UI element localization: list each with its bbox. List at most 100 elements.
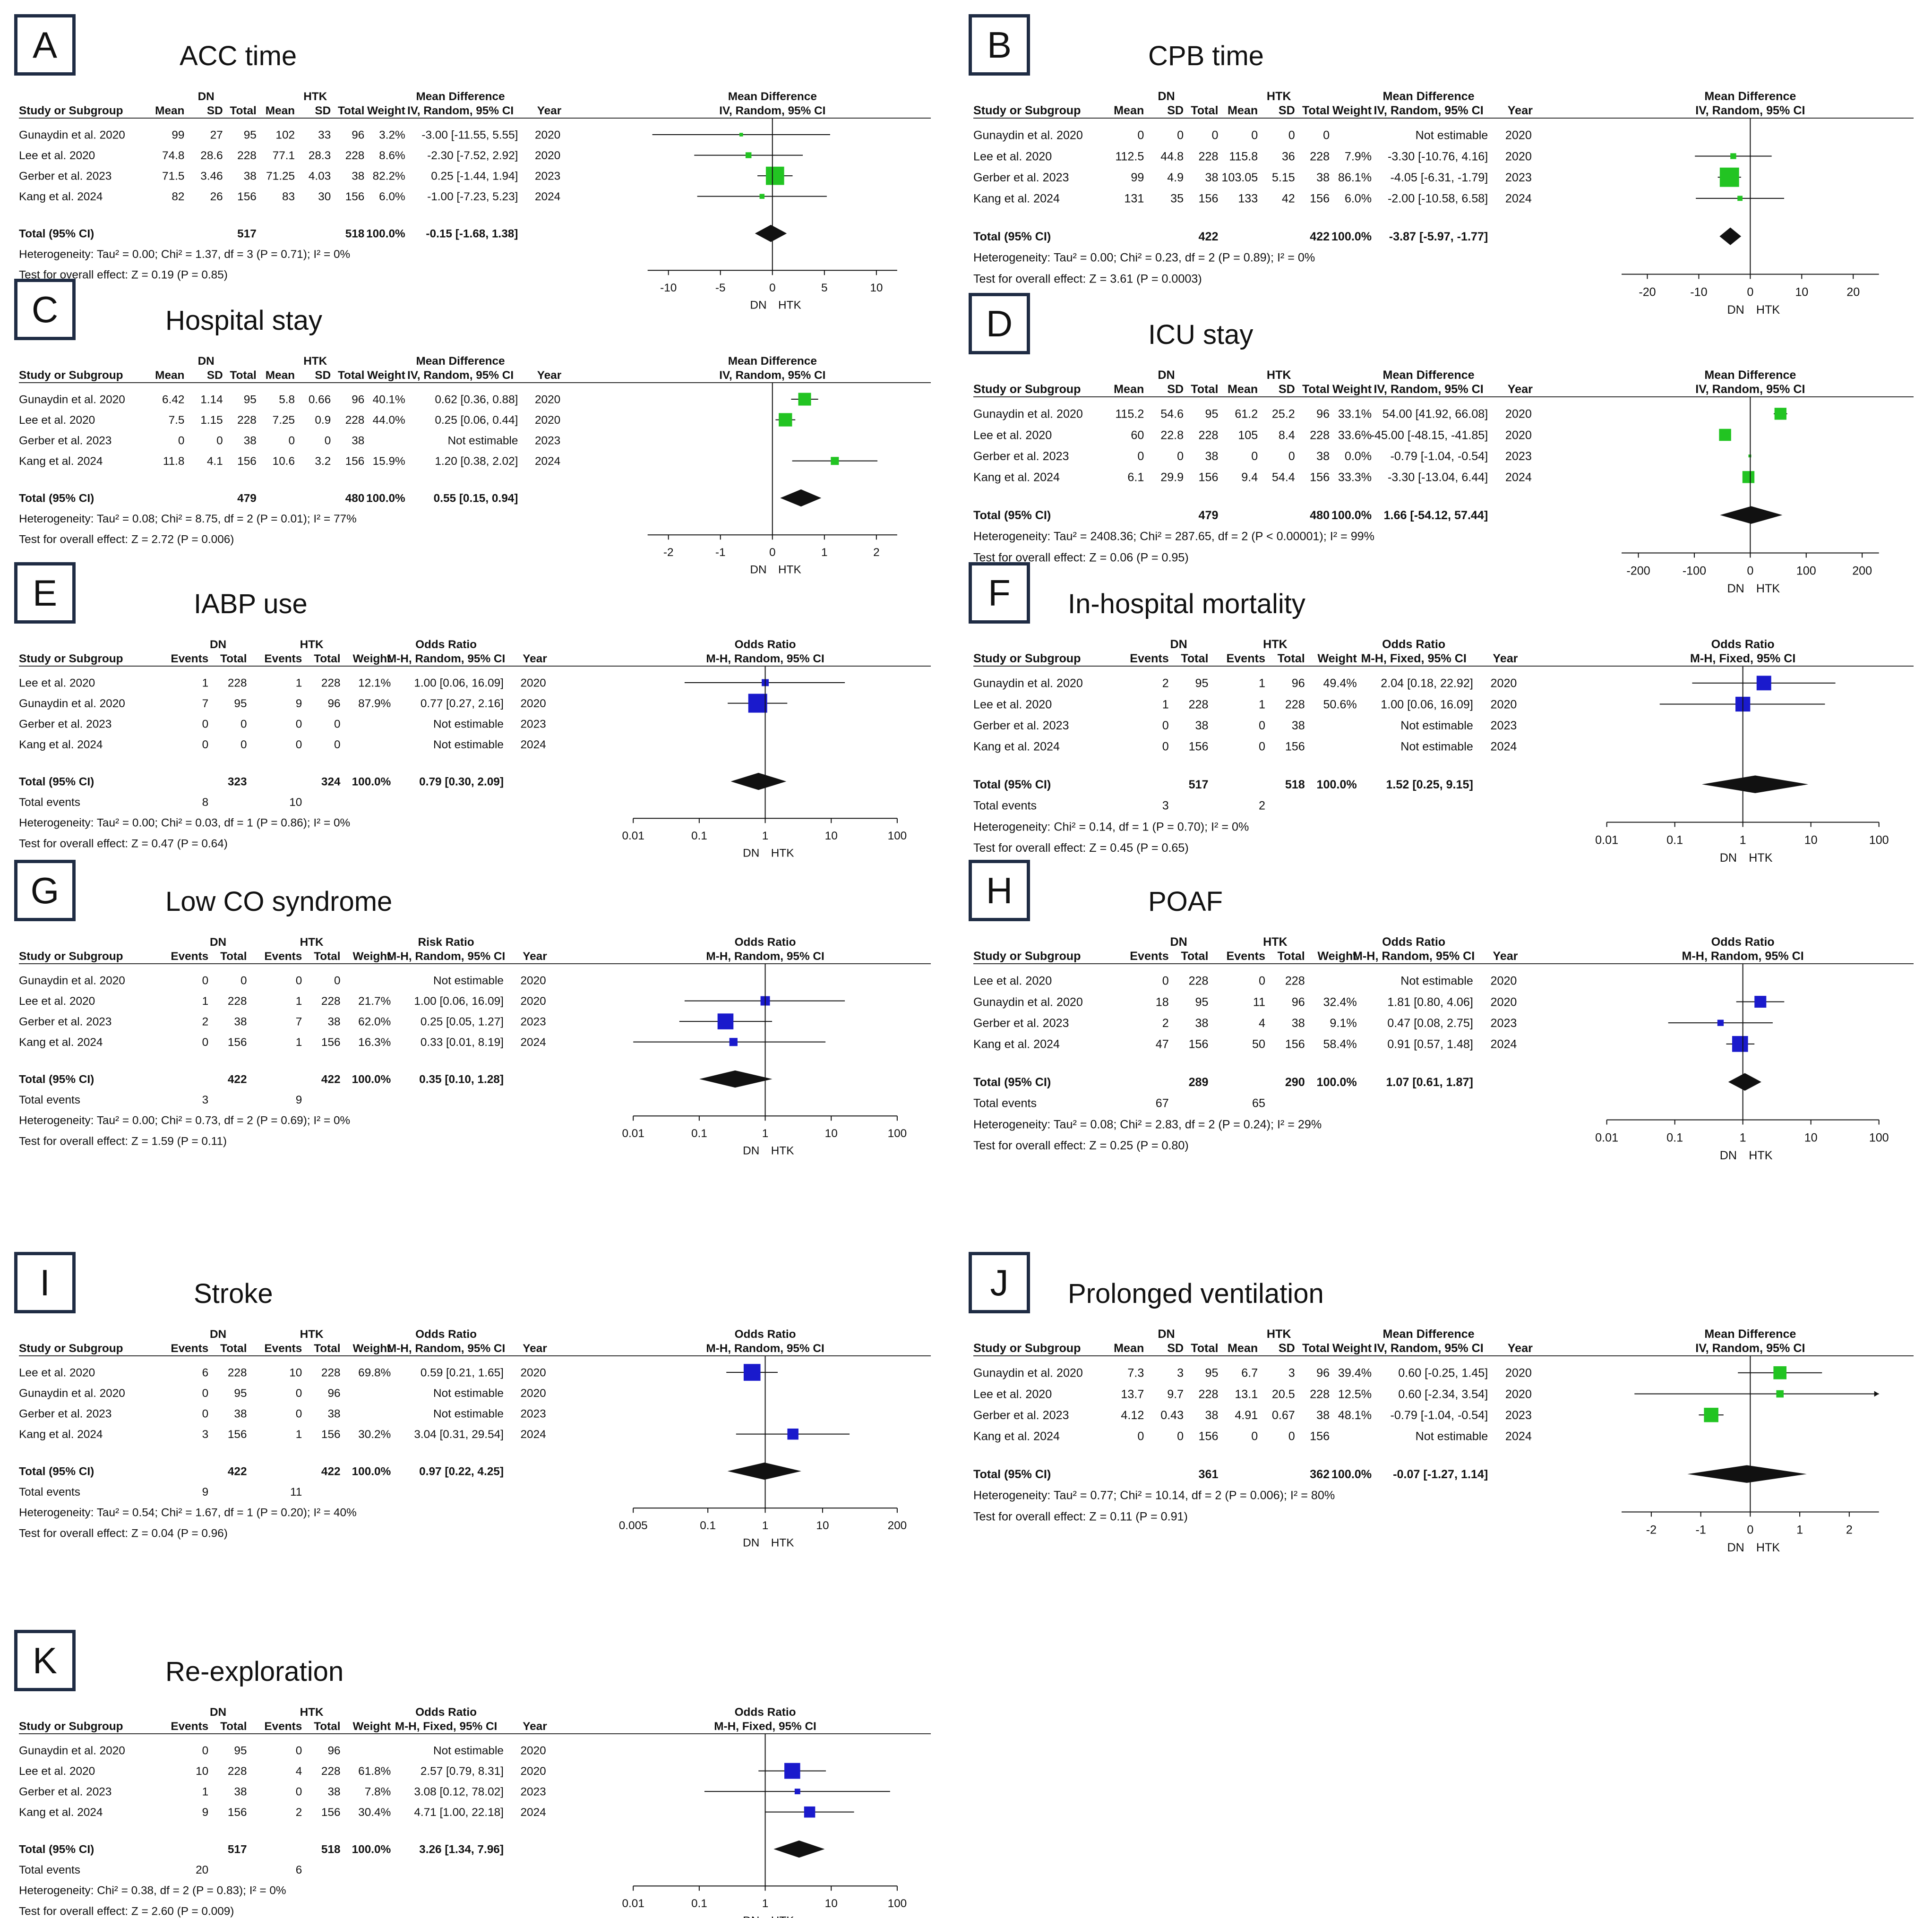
group2-value: 9.4	[1241, 471, 1258, 484]
total-n2: 324	[321, 776, 341, 788]
year-value: 2023	[521, 718, 546, 731]
x-tick-label: 2	[1846, 1523, 1853, 1536]
col-header: Mean	[1228, 1342, 1258, 1355]
group1-value: 74.8	[162, 149, 184, 162]
study-name: Gerber et al. 2023	[973, 450, 1069, 463]
group1-value: 44.8	[1160, 150, 1184, 163]
study-marker	[1717, 1019, 1724, 1026]
group2-value: 0	[334, 718, 341, 731]
group2-value: 0	[1259, 740, 1265, 754]
study-marker	[1774, 408, 1786, 420]
total-label: Total (95% CI)	[973, 509, 1051, 522]
group1-header: DN	[198, 90, 215, 103]
plot-method-header: M-H, Random, 95% CI	[1682, 950, 1804, 963]
study-name: Kang et al. 2024	[973, 192, 1060, 206]
total-effect-ci: 1.52 [0.25, 9.15]	[1386, 778, 1473, 791]
favours-right-label: HTK	[771, 1914, 794, 1918]
pooled-diamond	[1728, 1073, 1761, 1091]
group1-value: 95	[1205, 1367, 1218, 1380]
group2-value: 156	[1310, 471, 1330, 484]
group2-value: 103.05	[1221, 171, 1258, 184]
study-marker	[717, 1013, 734, 1029]
plot-effect-header: Odds Ratio	[735, 638, 796, 651]
effect-ci-value: 0.60 [-0.25, 1.45]	[1398, 1367, 1488, 1380]
group2-value: 9	[296, 697, 302, 710]
plot-effect-header: Mean Difference	[728, 90, 817, 103]
group2-value: 7	[296, 1016, 302, 1028]
panel-d: D ICU stay DN HTK Mean Difference Mean Differ…	[969, 293, 1918, 595]
total-events-label: Total events	[19, 1486, 80, 1498]
group2-value: 1	[296, 677, 302, 690]
group2-value: 8.4	[1279, 428, 1295, 442]
col-header: Mean	[1114, 104, 1144, 117]
group2-value: 33	[318, 129, 331, 142]
total-events-1: 3	[1162, 799, 1169, 813]
x-tick-label: 10	[825, 830, 838, 842]
group2-value: 3	[1288, 1367, 1295, 1380]
year-value: 2020	[1505, 1367, 1532, 1380]
group1-header: DN	[1170, 638, 1187, 651]
panel-letter: H	[969, 860, 1030, 921]
group1-value: 1	[1162, 698, 1169, 711]
heterogeneity-text: Heterogeneity: Tau² = 0.00; Chi² = 0.23,…	[973, 251, 1315, 265]
x-tick-label: 0.01	[622, 1897, 644, 1910]
study-name: Kang et al. 2024	[19, 738, 103, 751]
col-header: SD	[1167, 104, 1184, 117]
group2-value: 6.7	[1241, 1367, 1258, 1380]
total-events-2: 65	[1252, 1097, 1265, 1110]
weight-value: 8.6%	[379, 149, 405, 162]
favours-left-label: DN	[743, 1914, 759, 1918]
effect-ci-value: 0.77 [0.27, 2.16]	[421, 697, 504, 710]
study-marker	[794, 1789, 800, 1795]
plot-effect-header: Odds Ratio	[1711, 638, 1775, 651]
panel-letter: C	[14, 279, 76, 340]
study-name: Kang et al. 2024	[973, 740, 1060, 754]
effect-ci-value: 0.59 [0.21, 1.65]	[421, 1367, 504, 1379]
plot-method-header: IV, Random, 95% CI	[1695, 383, 1805, 396]
group1-header: DN	[1158, 90, 1175, 103]
study-col-header: Study or Subgroup	[973, 104, 1081, 117]
group1-value: 228	[1189, 698, 1209, 711]
group1-value: 0	[1162, 740, 1169, 754]
col-header: Total	[1191, 383, 1218, 396]
pooled-diamond	[755, 224, 787, 242]
overall-effect-text: Test for overall effect: Z = 1.59 (P = 0…	[19, 1135, 227, 1147]
total-events-1: 9	[202, 1486, 209, 1498]
effect-header: Odds Ratio	[415, 1706, 477, 1719]
group2-value: 5.8	[279, 394, 295, 406]
x-tick-label: 0.01	[622, 1127, 644, 1140]
effect-ci-value: -4.05 [-6.31, -1.79]	[1391, 171, 1488, 184]
year-value: 2020	[535, 414, 560, 427]
total-label: Total (95% CI)	[19, 1073, 94, 1086]
group1-value: 9.7	[1167, 1387, 1184, 1401]
heterogeneity-text: Heterogeneity: Tau² = 0.77; Chi² = 10.14…	[973, 1489, 1335, 1502]
effect-ci-value: Not estimable	[1416, 1430, 1488, 1443]
group2-value: 228	[321, 1765, 341, 1778]
group2-value: 156	[1310, 192, 1330, 206]
x-tick-label: -100	[1683, 564, 1706, 577]
group1-value: 0	[1211, 129, 1218, 142]
group1-value: 95	[234, 1745, 247, 1757]
group2-value: 25.2	[1272, 408, 1295, 421]
study-name: Gunaydin et al. 2020	[19, 1387, 125, 1400]
weight-col-header: Weight	[352, 1720, 391, 1733]
panel-title: Re-exploration	[165, 1656, 344, 1687]
group1-value: 7	[202, 697, 209, 710]
study-col-header: Study or Subgroup	[973, 383, 1081, 396]
weight-value: 7.8%	[365, 1786, 391, 1798]
x-tick-label: 0.01	[1595, 1131, 1618, 1144]
pooled-diamond	[1701, 775, 1809, 793]
x-tick-label: 0	[1747, 564, 1753, 577]
group1-value: 156	[237, 190, 257, 203]
group2-value: 4.91	[1235, 1409, 1258, 1422]
study-marker	[745, 152, 752, 158]
weight-value: 87.9%	[358, 697, 391, 710]
group1-value: 228	[228, 1367, 247, 1379]
forest-table-a: DN HTK Mean Difference Mean Difference Study…	[19, 90, 931, 311]
total-n2: 290	[1285, 1076, 1305, 1089]
weight-value: 33.3%	[1338, 471, 1372, 484]
weight-col-header: Weight	[352, 1342, 391, 1355]
weight-value: 40.1%	[373, 394, 405, 406]
group1-header: DN	[210, 1706, 226, 1719]
study-name: Lee et al. 2020	[19, 1765, 95, 1778]
